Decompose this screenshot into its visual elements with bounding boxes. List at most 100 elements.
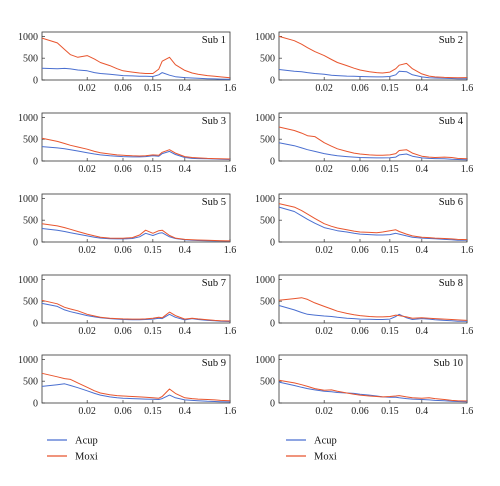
series-line-moxi bbox=[41, 372, 231, 402]
y-tick-label: 500 bbox=[260, 216, 275, 227]
y-tick-label: 500 bbox=[260, 54, 275, 65]
series-line-acup bbox=[41, 146, 231, 160]
x-tick-label: 0.02 bbox=[78, 245, 96, 256]
x-tick-label: 0.4 bbox=[179, 245, 192, 256]
x-tick-label: 0.15 bbox=[381, 83, 399, 94]
x-tick-label: 1.6 bbox=[224, 83, 237, 94]
y-tick-label: 500 bbox=[23, 135, 38, 146]
panel-label: Sub 5 bbox=[202, 197, 226, 208]
y-tick-label: 0 bbox=[270, 76, 275, 87]
x-tick-label: 0.4 bbox=[416, 326, 429, 337]
y-tick-label: 1000 bbox=[18, 32, 38, 43]
x-tick-label: 0.02 bbox=[315, 83, 333, 94]
legend-label: Moxi bbox=[314, 452, 337, 463]
x-tick-label: 0.02 bbox=[78, 164, 96, 175]
x-tick-label: 1.6 bbox=[461, 245, 474, 256]
panel-label: Sub 9 bbox=[202, 358, 226, 369]
y-tick-label: 0 bbox=[33, 319, 38, 330]
y-tick-label: 1000 bbox=[18, 194, 38, 205]
x-tick-label: 0.4 bbox=[179, 83, 192, 94]
x-tick-label: 1.6 bbox=[461, 406, 474, 417]
series-line-acup bbox=[278, 206, 467, 241]
x-tick-label: 1.6 bbox=[461, 326, 474, 337]
series-line-acup bbox=[41, 67, 231, 80]
legend-label: Moxi bbox=[75, 452, 98, 463]
x-tick-label: 1.6 bbox=[224, 245, 237, 256]
panel-frame bbox=[41, 274, 231, 324]
chart-panel: 0 500 1000 0.02 0.06 0.15 0.4 1.6 Sub 5 bbox=[18, 193, 237, 256]
panel-label: Sub 3 bbox=[202, 116, 226, 127]
panel-frame bbox=[278, 112, 468, 162]
panel-frame bbox=[278, 193, 468, 243]
series-line-acup bbox=[41, 302, 231, 322]
panel-label: Sub 7 bbox=[202, 278, 226, 289]
x-tick-label: 0.02 bbox=[78, 83, 96, 94]
x-tick-label: 0.4 bbox=[416, 164, 429, 175]
x-tick-label: 0.15 bbox=[381, 326, 399, 337]
x-tick-label: 0.02 bbox=[78, 406, 96, 417]
y-tick-label: 1000 bbox=[18, 355, 38, 366]
x-tick-label: 0.02 bbox=[315, 326, 333, 337]
chart-panel: 0 500 1000 0.02 0.06 0.15 0.4 1.6 Sub 7 bbox=[18, 274, 237, 337]
x-tick-label: 0.02 bbox=[315, 406, 333, 417]
x-tick-label: 0.15 bbox=[144, 406, 162, 417]
y-tick-label: 0 bbox=[270, 157, 275, 168]
panel-frame bbox=[41, 354, 231, 404]
x-tick-label: 1.6 bbox=[224, 164, 237, 175]
series-line-acup bbox=[41, 228, 231, 242]
x-tick-label: 0.4 bbox=[179, 164, 192, 175]
x-tick-label: 0.02 bbox=[315, 164, 333, 175]
panel-frame bbox=[41, 193, 231, 243]
y-tick-label: 0 bbox=[270, 319, 275, 330]
x-tick-label: 0.02 bbox=[78, 326, 96, 337]
panel-frame bbox=[41, 112, 231, 162]
x-tick-label: 0.06 bbox=[351, 245, 369, 256]
panel-frame bbox=[41, 31, 231, 81]
series-line-moxi bbox=[278, 126, 468, 160]
x-tick-label: 0.4 bbox=[416, 245, 429, 256]
x-tick-label: 0.15 bbox=[144, 164, 162, 175]
legend-label: Acup bbox=[314, 436, 337, 447]
x-tick-label: 0.06 bbox=[114, 83, 132, 94]
panel-label: Sub 6 bbox=[439, 197, 463, 208]
series-line-moxi bbox=[278, 35, 468, 79]
y-tick-label: 1000 bbox=[18, 275, 38, 286]
y-tick-label: 0 bbox=[33, 238, 38, 249]
chart-panel: 0 500 1000 0.02 0.06 0.15 0.4 1.6 Sub 9 bbox=[18, 354, 237, 417]
chart-panel: 0 500 1000 0.02 0.06 0.15 0.4 1.6 Sub 8 bbox=[255, 274, 474, 337]
series-line-moxi bbox=[278, 297, 468, 321]
x-tick-label: 0.15 bbox=[381, 245, 399, 256]
panel-label: Sub 8 bbox=[439, 278, 463, 289]
legend: Acup Moxi bbox=[47, 436, 98, 463]
y-tick-label: 0 bbox=[270, 238, 275, 249]
y-tick-label: 500 bbox=[23, 216, 38, 227]
y-tick-label: 500 bbox=[260, 297, 275, 308]
x-tick-label: 0.06 bbox=[351, 83, 369, 94]
series-line-acup bbox=[278, 142, 468, 161]
y-tick-label: 1000 bbox=[255, 355, 275, 366]
x-tick-label: 1.6 bbox=[224, 406, 237, 417]
y-tick-label: 1000 bbox=[255, 113, 275, 124]
x-tick-label: 1.6 bbox=[461, 164, 474, 175]
y-tick-label: 500 bbox=[23, 377, 38, 388]
series-line-acup bbox=[41, 383, 231, 403]
y-tick-label: 1000 bbox=[255, 275, 275, 286]
x-tick-label: 0.06 bbox=[351, 326, 369, 337]
y-tick-label: 500 bbox=[260, 135, 275, 146]
panel-frame bbox=[278, 274, 468, 324]
panel-frame bbox=[278, 31, 468, 81]
x-tick-label: 0.15 bbox=[144, 245, 162, 256]
y-tick-label: 500 bbox=[23, 54, 38, 65]
x-tick-label: 0.02 bbox=[315, 245, 333, 256]
y-tick-label: 0 bbox=[270, 399, 275, 410]
legend-label: Acup bbox=[75, 436, 98, 447]
x-tick-label: 0.06 bbox=[351, 406, 369, 417]
x-tick-label: 1.6 bbox=[224, 326, 237, 337]
x-tick-label: 0.15 bbox=[381, 406, 399, 417]
y-tick-label: 0 bbox=[33, 399, 38, 410]
chart-panel: 0 500 1000 0.02 0.06 0.15 0.4 1.6 Sub 4 bbox=[255, 112, 474, 175]
y-tick-label: 1000 bbox=[18, 113, 38, 124]
y-tick-label: 500 bbox=[23, 297, 38, 308]
series-line-moxi bbox=[278, 379, 468, 402]
y-tick-label: 1000 bbox=[255, 194, 275, 205]
